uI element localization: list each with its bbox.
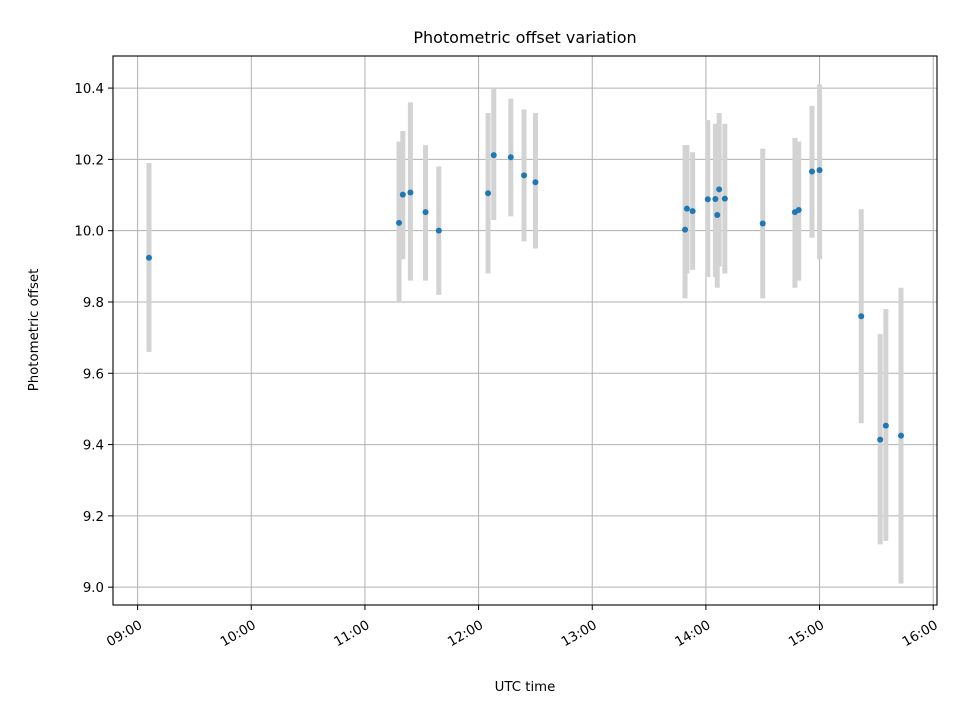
data-point	[882, 422, 889, 429]
data-point	[399, 191, 406, 198]
data-point	[795, 207, 802, 214]
y-tick-label: 10.0	[74, 225, 104, 240]
data-point	[490, 152, 497, 159]
data-point	[683, 205, 690, 212]
data-point	[422, 209, 429, 216]
data-point	[858, 313, 865, 320]
data-point	[485, 190, 492, 197]
data-point	[898, 432, 905, 439]
y-axis-ticks: 9.0 9.2 9.4 9.6 9.8 10.0 10.2 10.4	[74, 82, 113, 596]
data-point	[712, 195, 719, 202]
data-point	[704, 196, 711, 203]
data-point	[521, 172, 528, 179]
data-point	[877, 436, 884, 443]
data-points	[145, 152, 905, 443]
y-axis-label: Photometric offset	[27, 269, 42, 392]
data-point	[682, 226, 689, 233]
data-point	[816, 167, 823, 174]
y-tick-label: 9.6	[83, 367, 104, 382]
data-point	[507, 154, 514, 161]
data-point	[396, 219, 403, 226]
y-tick-label: 9.2	[83, 510, 104, 525]
data-point	[407, 189, 414, 196]
data-point	[716, 186, 723, 193]
y-tick-label: 9.8	[83, 296, 104, 311]
y-tick-label: 9.0	[83, 581, 104, 596]
data-point	[532, 179, 539, 186]
data-point	[714, 211, 721, 218]
y-tick-label: 10.2	[74, 153, 104, 168]
chart-title: Photometric offset variation	[413, 28, 636, 47]
data-point	[435, 227, 442, 234]
data-point	[721, 195, 728, 202]
y-tick-label: 9.4	[83, 439, 104, 454]
data-point	[689, 208, 696, 215]
data-point	[759, 220, 766, 227]
data-point	[145, 254, 152, 261]
data-point	[808, 168, 815, 175]
y-tick-label: 10.4	[74, 82, 104, 97]
x-axis-label: UTC time	[495, 680, 556, 695]
plot-frame	[112, 55, 938, 606]
